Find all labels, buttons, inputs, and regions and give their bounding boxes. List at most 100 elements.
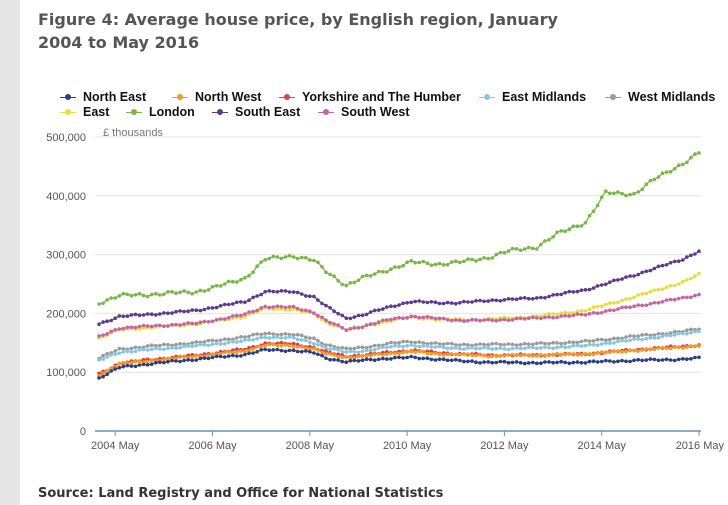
data-point [194,358,199,362]
data-point [616,359,620,364]
data-point [109,329,113,334]
data-point [141,357,146,362]
data-point [555,230,559,235]
data-point [462,347,466,351]
data-point [595,203,600,208]
data-point [154,343,158,348]
data-point [559,341,563,346]
x-tick-label: 2004 May [91,440,140,452]
data-point [247,298,251,303]
data-point [685,332,689,336]
data-point [320,265,324,269]
data-point [324,343,328,347]
data-point [243,349,247,354]
legend-swatch-yorkshire [279,94,295,100]
data-point [595,337,600,342]
data-point [279,304,284,309]
data-point [340,359,345,364]
data-point [640,303,644,308]
data-point [441,353,446,357]
data-point [312,336,316,341]
data-point [121,360,126,365]
data-point [121,326,126,331]
data-point [283,349,288,354]
data-point [117,294,122,298]
data-point [486,346,491,350]
data-point [632,358,636,363]
data-point [393,304,397,309]
data-point [571,352,576,356]
data-point [271,254,276,259]
data-point [624,193,628,198]
data-point [604,350,608,355]
data-point [308,340,312,345]
data-point [575,340,580,345]
data-point [287,348,292,353]
data-point [275,335,280,339]
data-point [271,332,276,336]
data-point [433,316,438,321]
y-tick-label: 500,000 [46,132,86,144]
data-point [141,323,146,328]
data-point [154,360,158,365]
data-point [575,343,580,348]
data-point [417,344,422,349]
data-point [109,318,113,323]
data-point [636,190,640,194]
data-point [109,353,113,357]
data-point [543,239,547,243]
data-point [332,309,336,314]
data-point [178,323,182,327]
data-point [348,327,353,331]
data-point [372,358,377,363]
data-point [178,290,182,295]
data-point [389,344,393,349]
data-point [235,350,239,355]
data-point [194,308,199,313]
data-point [299,338,304,342]
data-point [608,350,612,355]
data-point [275,290,280,294]
data-point [405,349,409,354]
data-point [421,315,426,320]
data-point [551,360,555,365]
data-point [535,361,539,366]
data-point [182,309,186,314]
data-point [405,260,409,265]
data-point [409,300,414,305]
data-point [502,298,507,302]
data-point [583,338,588,343]
data-point [640,337,644,342]
data-point [393,316,397,321]
data-point [129,350,134,354]
data-point [474,353,478,358]
data-point [632,295,636,300]
data-point [113,316,117,321]
data-point [628,334,632,338]
data-point [141,293,146,298]
data-point [393,265,397,269]
data-point [628,305,632,310]
y-tick-label: 0 [80,426,86,438]
data-point [222,317,227,321]
data-point [214,317,219,322]
data-point [510,346,515,351]
legend-row-1: North East North West Yorkshire and The … [60,90,720,105]
data-point [591,343,596,347]
data-point [145,348,150,352]
data-point [247,273,251,278]
data-point [97,334,101,338]
data-point [555,312,559,317]
data-point [231,348,235,353]
data-point [474,299,478,303]
data-point [352,358,357,363]
data-point [506,249,511,253]
data-point [226,279,231,284]
data-point [320,350,324,355]
data-point [372,308,377,313]
data-point [235,313,239,318]
data-point [121,314,126,319]
data-point [174,291,178,296]
data-point [681,295,685,300]
data-point [599,350,604,354]
